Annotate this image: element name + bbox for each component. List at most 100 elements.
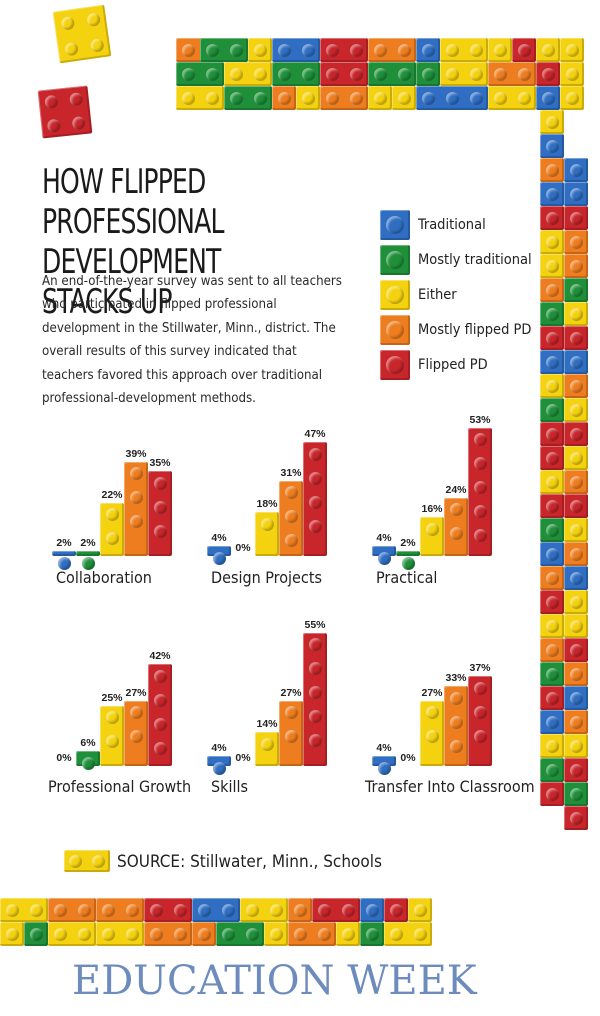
- bar-value-label: 2%: [56, 537, 72, 549]
- lego-stud: [373, 43, 387, 57]
- bar-value-label: 4%: [376, 532, 392, 545]
- lego-stud: [569, 211, 583, 225]
- lego-brick: [564, 350, 588, 374]
- lego-brick: [564, 206, 588, 230]
- lego-brick: [248, 38, 272, 62]
- lego-stud: [325, 67, 339, 81]
- lego-brick: [320, 86, 368, 110]
- lego-stud: [229, 43, 243, 57]
- lego-stud: [545, 691, 559, 705]
- bar-value-label: 35%: [149, 457, 171, 470]
- lego-stud: [89, 37, 105, 53]
- lego-stud: [545, 739, 559, 753]
- lego-stud: [29, 903, 43, 917]
- lego-stud: [413, 927, 427, 941]
- bar-either: [420, 700, 444, 766]
- lego-brick: [536, 62, 560, 86]
- lego-stud: [445, 67, 459, 81]
- lego-stud: [308, 638, 322, 652]
- lego-stud: [569, 715, 583, 729]
- lego-brick: [564, 638, 588, 662]
- lego-stud: [308, 734, 322, 748]
- lego-brick: [264, 922, 288, 946]
- lego-stud: [397, 91, 411, 105]
- lego-brick: [440, 62, 488, 86]
- bar-value-label: 4%: [211, 532, 227, 545]
- lego-brick: [564, 686, 588, 710]
- bar-mostly-flipped-pd: [444, 686, 468, 766]
- lego-brick: [540, 182, 564, 206]
- lego-brick: [564, 566, 588, 590]
- lego-stud: [421, 91, 435, 105]
- lego-stud: [349, 43, 363, 57]
- lego-stud: [569, 475, 583, 489]
- lego-stud: [541, 67, 555, 81]
- lego-brick: [540, 638, 564, 662]
- lego-brick: [176, 62, 224, 86]
- lego-brick: [368, 62, 416, 86]
- lego-brick: [564, 782, 588, 806]
- lego-stud: [105, 508, 119, 522]
- lego-stud: [284, 730, 298, 744]
- lego-stud: [85, 11, 101, 27]
- lego-stud: [57, 556, 71, 570]
- lego-brick: [564, 278, 588, 302]
- lego-stud: [284, 706, 298, 720]
- lego-stud: [569, 571, 583, 585]
- lego-brick: [564, 470, 588, 494]
- lego-stud: [153, 669, 167, 683]
- lego-stud: [317, 927, 331, 941]
- lego-stud: [29, 927, 43, 941]
- lego-stud: [545, 787, 559, 801]
- bar-value-label: 27%: [421, 686, 443, 699]
- lego-stud: [569, 379, 583, 393]
- lego-stud: [545, 307, 559, 321]
- lego-brick: [144, 922, 192, 946]
- chart-title: Transfer Into Classroom: [365, 777, 535, 796]
- bar-value-label: 55%: [304, 618, 326, 631]
- lego-brick: [564, 662, 588, 686]
- lego-stud: [92, 854, 105, 868]
- lego-brick: [540, 254, 564, 278]
- lego-stud: [253, 43, 267, 57]
- lego-stud: [129, 730, 143, 744]
- lego-brick: [176, 86, 224, 110]
- lego-stud: [545, 403, 559, 417]
- bar-mostly-traditional: [76, 751, 100, 770]
- lego-brick: [240, 898, 288, 922]
- lego-brick: [540, 158, 564, 182]
- lego-brick: [296, 86, 320, 110]
- lego-brick: [564, 710, 588, 734]
- bar-value-label: 6%: [80, 737, 96, 750]
- lego-stud: [229, 91, 243, 105]
- lego-stud: [545, 163, 559, 177]
- education-week-logo: EDUCATION WEEK: [72, 958, 477, 1004]
- lego-brick: [564, 374, 588, 398]
- bar-mostly-traditional: [76, 551, 100, 570]
- lego-brick: [540, 326, 564, 350]
- bar-value-label: 33%: [445, 672, 467, 685]
- lego-stud: [129, 515, 143, 529]
- lego-stud: [349, 67, 363, 81]
- lego-brick: [200, 38, 248, 62]
- lego-stud: [325, 43, 339, 57]
- lego-stud: [545, 427, 559, 441]
- lego-brick: [564, 254, 588, 278]
- lego-brick: [408, 898, 432, 922]
- lego-stud: [569, 763, 583, 777]
- lego-stud: [44, 94, 59, 109]
- lego-stud: [153, 500, 167, 514]
- lego-stud: [493, 43, 507, 57]
- lego-stud: [569, 235, 583, 249]
- lego-brick: [540, 470, 564, 494]
- lego-brick: [48, 922, 96, 946]
- bar-value-label: 16%: [421, 503, 443, 516]
- lego-stud: [389, 927, 403, 941]
- lego-brick: [272, 86, 296, 110]
- lego-stud: [277, 43, 291, 57]
- lego-stud: [205, 43, 219, 57]
- lego-stud: [469, 91, 483, 105]
- lego-stud: [569, 739, 583, 753]
- lego-stud: [341, 927, 355, 941]
- bar-value-label: 39%: [125, 447, 147, 460]
